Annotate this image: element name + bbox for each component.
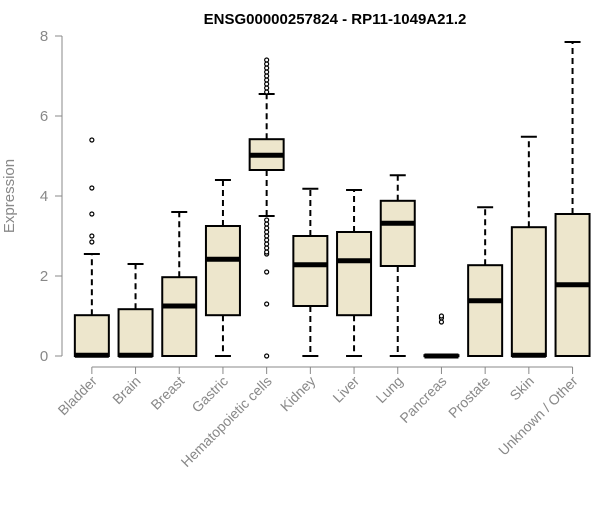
box-iqr: [379, 199, 416, 267]
box-bladder: [73, 137, 110, 358]
box-iqr: [73, 314, 110, 358]
outlier-point: [264, 225, 270, 231]
outlier-point: [89, 239, 95, 245]
chart-title: ENSG00000257824 - RP11-1049A21.2: [204, 11, 467, 28]
outlier-point: [264, 269, 270, 275]
x-tick-label: Gastric: [188, 373, 231, 416]
box-iqr: [510, 226, 547, 357]
box-iqr: [204, 225, 241, 317]
y-tick-label: 0: [40, 348, 48, 365]
y-axis-label: Expression: [1, 159, 18, 233]
x-tick-label: Breast: [147, 373, 187, 413]
outlier-point: [264, 249, 270, 255]
x-tick-label: Lung: [373, 373, 406, 406]
box-iqr: [117, 308, 154, 358]
box-kidney: [292, 187, 329, 357]
y-tick-label: 2: [40, 268, 48, 285]
outlier-point: [264, 237, 270, 243]
outlier-point: [438, 313, 445, 319]
outlier-point: [89, 233, 95, 239]
box-brain: [117, 263, 154, 358]
x-tick-label: Liver: [329, 373, 362, 406]
box-breast: [161, 211, 198, 358]
y-tick-label: 4: [40, 188, 48, 205]
outlier-point: [264, 217, 270, 223]
y-tick-label: 6: [40, 108, 48, 125]
x-tick-label: Prostate: [445, 373, 493, 421]
x-tick-label: Unknown / Other: [495, 373, 581, 459]
box-hematopoietic-cells: [248, 57, 285, 359]
x-tick-label: Skin: [506, 373, 537, 404]
x-axis: [91, 366, 574, 374]
outlier-point: [264, 241, 270, 247]
outlier-point: [89, 211, 95, 217]
box-gastric: [204, 179, 241, 357]
box-pancreas: [423, 313, 460, 359]
outlier-point: [264, 221, 270, 227]
outlier-point: [264, 301, 270, 307]
box-iqr: [467, 264, 504, 358]
box-lung: [379, 174, 416, 357]
outlier-point: [264, 57, 270, 63]
x-tick-label: Kidney: [277, 373, 319, 415]
box-iqr: [336, 231, 373, 317]
outlier-point: [89, 137, 95, 143]
box-iqr: [161, 276, 198, 358]
boxes-layer: [73, 41, 591, 359]
x-tick-label: Pancreas: [396, 373, 449, 426]
x-tick-label: Bladder: [55, 373, 101, 419]
y-tick-label: 8: [40, 28, 48, 45]
y-axis: 0 2 4 6 8: [40, 28, 63, 365]
x-tick-label: Brain: [109, 373, 143, 407]
outlier-point: [264, 229, 270, 235]
box-skin: [510, 135, 547, 358]
box-iqr: [292, 235, 329, 307]
box-unknown-other: [554, 41, 591, 357]
outlier-point: [264, 245, 270, 251]
box-prostate: [467, 206, 504, 358]
outlier-point: [438, 319, 445, 325]
outlier-point: [264, 233, 270, 239]
outlier-point: [89, 185, 95, 191]
box-liver: [336, 189, 373, 357]
outlier-point: [264, 353, 270, 359]
